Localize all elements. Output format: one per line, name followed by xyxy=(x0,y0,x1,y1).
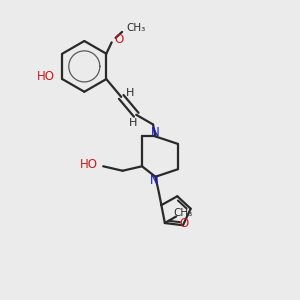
Text: O: O xyxy=(180,217,189,230)
Text: CH₃: CH₃ xyxy=(127,23,146,33)
Text: N: N xyxy=(150,174,158,187)
Text: H: H xyxy=(128,118,137,128)
Text: HO: HO xyxy=(80,158,98,171)
Text: O: O xyxy=(114,34,123,46)
Text: HO: HO xyxy=(37,70,55,83)
Text: H: H xyxy=(125,88,134,98)
Text: CH₃: CH₃ xyxy=(174,208,193,218)
Text: N: N xyxy=(151,126,160,139)
